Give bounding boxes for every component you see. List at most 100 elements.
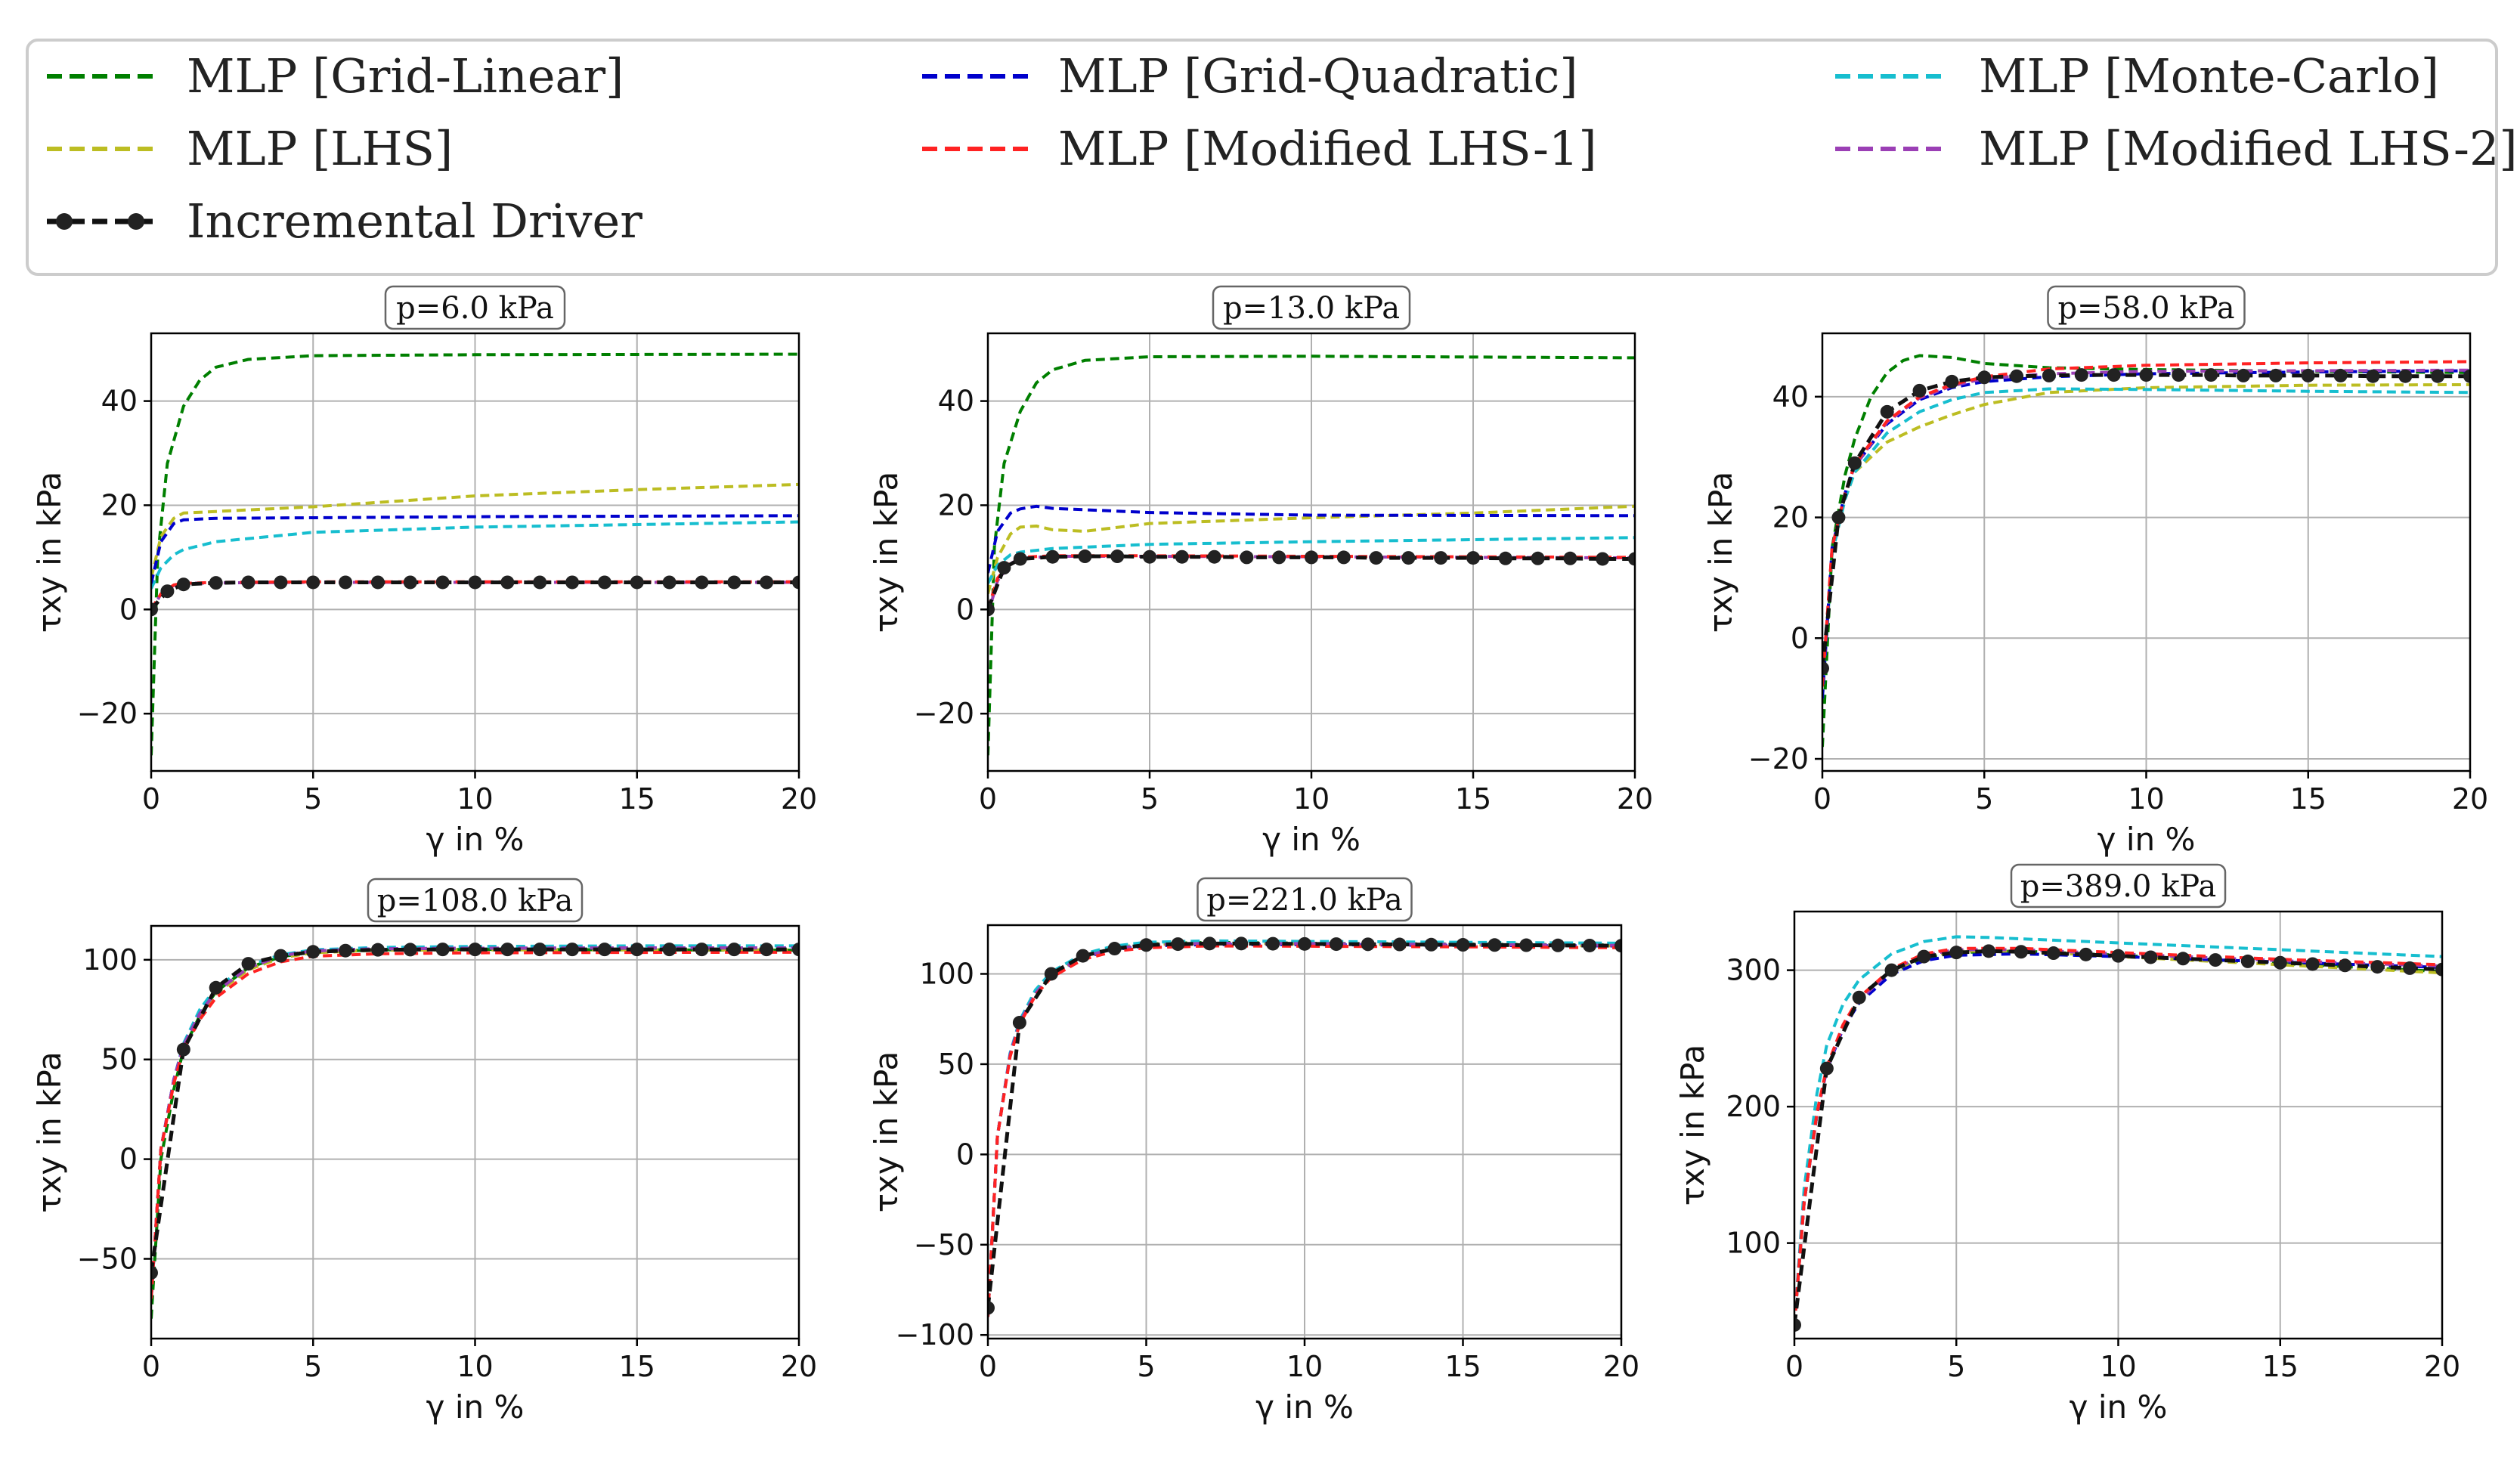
series-line-monte-carlo (151, 520, 799, 590)
y-tick-label: 200 (1726, 1090, 1781, 1123)
legend-label-lhs: MLP [LHS] (187, 121, 453, 176)
y-tick-label: 20 (101, 488, 138, 522)
x-tick-label: 10 (1286, 1350, 1323, 1383)
incremental-driver-point (2463, 369, 2470, 383)
subplot-title-box (1197, 877, 1413, 922)
incremental-driver-point (597, 575, 611, 590)
y-axis-label: τxy in kPa (1702, 472, 1739, 633)
incremental-driver-point (306, 945, 320, 959)
x-tick-label: 0 (142, 1350, 160, 1383)
x-tick-label: 20 (1603, 1350, 1639, 1383)
incremental-driver-point (151, 1265, 158, 1280)
incremental-driver-point (1498, 551, 1512, 565)
y-tick-label: −20 (77, 697, 138, 730)
incremental-driver-point (274, 949, 288, 963)
incremental-driver-point (1266, 936, 1280, 951)
legend-label-modified-lhs-1: MLP [Modified LHS-1] (1058, 121, 1597, 176)
x-tick-label: 0 (1813, 782, 1831, 816)
incremental-driver-point (1329, 937, 1343, 952)
incremental-driver-point (1982, 944, 1996, 958)
incremental-driver-point (533, 575, 547, 590)
x-tick-label: 15 (619, 1350, 655, 1383)
incremental-driver-point (760, 943, 774, 957)
incremental-driver-point (209, 576, 223, 590)
subplot-title: p=389.0 kPa (2020, 869, 2217, 904)
incremental-driver-point (403, 943, 417, 957)
incremental-driver-point (1583, 938, 1597, 952)
incremental-driver-point (2403, 961, 2417, 975)
incremental-driver-point (1361, 937, 1375, 952)
legend-marker-incremental-driver-2 (128, 213, 144, 230)
incremental-driver-point (176, 1042, 190, 1057)
series-line-grid-linear (1822, 354, 2470, 748)
incremental-driver-point (1880, 404, 1894, 419)
x-tick-label: 15 (2262, 1350, 2299, 1383)
series-line-incremental (1822, 373, 2470, 669)
incremental-driver-point (2366, 369, 2380, 383)
incremental-driver-point (160, 584, 175, 599)
incremental-driver-point (2144, 950, 2158, 964)
incremental-driver-point (339, 575, 353, 590)
legend-entry-grid-quadratic: MLP [Grid-Quadratic] (922, 48, 1578, 104)
series-group (1822, 354, 2470, 748)
incremental-driver-point (1203, 936, 1217, 951)
y-tick-label: 100 (82, 943, 138, 977)
incremental-driver-point (1466, 551, 1480, 565)
incremental-driver-point (792, 575, 799, 590)
y-tick-label: 0 (1791, 621, 1809, 655)
x-axis-label: γ in % (1255, 1388, 1354, 1425)
x-axis-label: γ in % (1262, 821, 1361, 858)
incremental-driver-point (1143, 549, 1156, 564)
subplot-title-box (2010, 863, 2227, 909)
legend-label-modified-lhs-2: MLP [Modified LHS-2] (1979, 121, 2518, 176)
x-tick-label: 5 (1137, 1350, 1155, 1383)
incremental-driver-point (2139, 368, 2153, 382)
series-line-monte-carlo (988, 536, 1635, 584)
incremental-driver-point (1424, 937, 1438, 952)
x-tick-label: 15 (2290, 782, 2327, 816)
incremental-driver-point (1912, 383, 1927, 398)
legend-entry-grid-linear: MLP [Grid-Linear] (47, 48, 624, 104)
y-tick-label: 40 (1772, 380, 1809, 413)
incremental-driver-point (1044, 967, 1058, 981)
x-tick-label: 5 (304, 782, 322, 816)
y-tick-label: 50 (101, 1043, 138, 1076)
incremental-driver-point (2333, 368, 2348, 382)
incremental-driver-point (274, 575, 288, 590)
x-axis-label: γ in % (2070, 1388, 2168, 1425)
incremental-driver-point (435, 575, 450, 590)
incremental-driver-point (988, 602, 995, 617)
incremental-driver-point (241, 575, 255, 590)
incremental-driver-point (2042, 368, 2056, 382)
incremental-driver-point (2268, 368, 2283, 382)
subplot-title: p=58.0 kPa (2057, 291, 2234, 326)
incremental-driver-point (2176, 952, 2190, 966)
incremental-driver-point (1488, 938, 1502, 952)
incremental-driver-point (1305, 550, 1318, 565)
incremental-driver-point (1139, 938, 1153, 952)
y-axis-label: τxy in kPa (31, 1051, 68, 1213)
x-tick-label: 0 (979, 782, 997, 816)
x-axis-label: γ in % (426, 1388, 525, 1425)
incremental-driver-point (988, 1301, 995, 1315)
incremental-driver-point (1949, 946, 1964, 960)
x-tick-label: 0 (979, 1350, 997, 1383)
subplot-1: 0 5 10 15 20 −20 0 20 40 γ in % τxy in kPa p=6.0 kP… (31, 285, 817, 858)
incremental-driver-point (1847, 456, 1862, 470)
y-tick-label: −50 (77, 1242, 138, 1275)
y-axis-label: τxy in kPa (1674, 1045, 1711, 1206)
x-tick-label: 20 (781, 1350, 817, 1383)
series-group (988, 354, 1635, 756)
incremental-driver-point (597, 943, 611, 957)
y-axis-label: τxy in kPa (868, 472, 905, 633)
incremental-driver-point (2074, 368, 2088, 382)
incremental-driver-point (1794, 1317, 1801, 1332)
incremental-driver-point (695, 943, 709, 957)
incremental-driver-point (1917, 949, 1931, 964)
subplot-title: p=13.0 kPa (1223, 291, 1400, 326)
incremental-driver-point (2305, 957, 2320, 971)
y-tick-label: 40 (101, 385, 138, 418)
x-tick-label: 20 (781, 782, 817, 816)
y-tick-label: 0 (956, 593, 974, 626)
subplot-2: 0 5 10 15 20 −20 0 20 40 γ in % τxy in kPa p=13.0 k… (868, 285, 1653, 858)
